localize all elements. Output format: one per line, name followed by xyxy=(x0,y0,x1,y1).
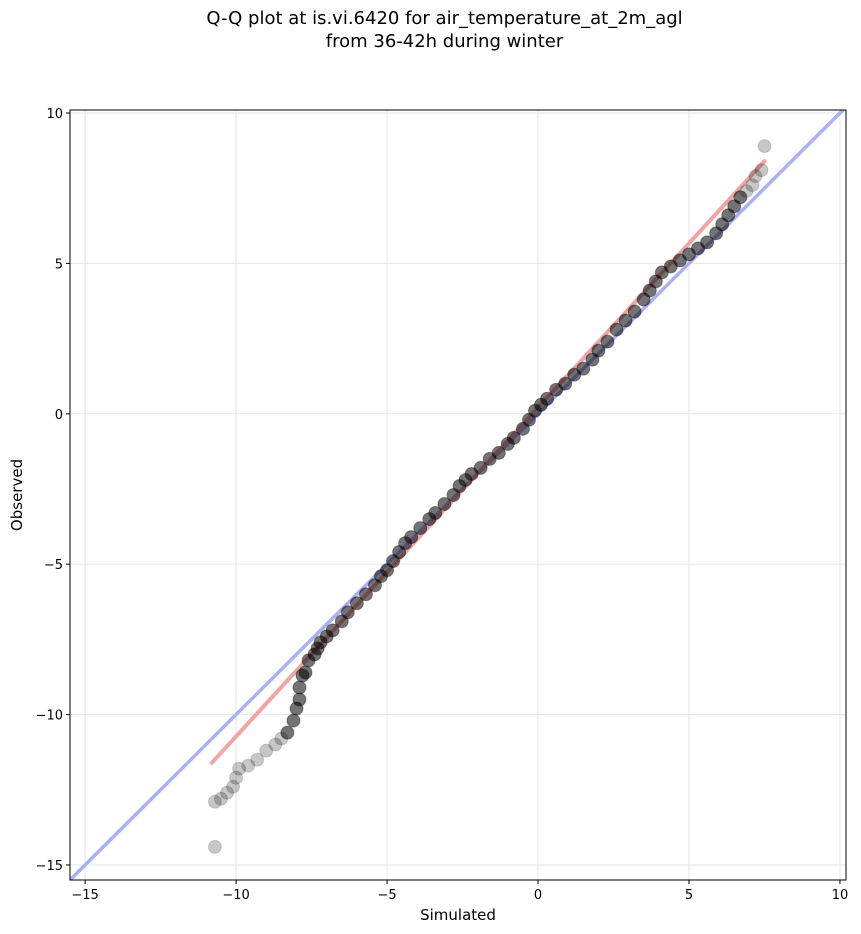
quantile-point xyxy=(540,391,555,406)
quantile-point xyxy=(358,587,373,602)
quantile-point xyxy=(220,785,235,800)
quantile-point xyxy=(745,178,760,193)
y-axis-label: Observed xyxy=(8,459,26,531)
plot-frame xyxy=(69,109,847,881)
x-tick-label: 5 xyxy=(685,888,693,903)
quantile-point xyxy=(491,445,506,460)
quantile-point xyxy=(748,169,763,184)
quantile-point xyxy=(428,506,443,521)
y-tick-label: −15 xyxy=(36,859,63,874)
quantile-point xyxy=(232,761,247,776)
quantile-point xyxy=(558,376,573,391)
quantile-point xyxy=(700,235,715,250)
quantile-point xyxy=(213,791,228,806)
quantile-point xyxy=(757,139,772,154)
quantile-point xyxy=(733,190,748,205)
quantile-point xyxy=(404,530,419,545)
quantile-points xyxy=(207,139,772,854)
quantile-point xyxy=(292,692,307,707)
quantile-point xyxy=(506,430,521,445)
quantile-point xyxy=(286,713,301,728)
quantile-point xyxy=(609,322,624,337)
quantile-point xyxy=(600,334,615,349)
y-axis: −15 −10 −5 0 5 10 xyxy=(36,107,70,874)
chart-title: Q-Q plot at is.vi.6420 for air_temperatu… xyxy=(206,8,683,52)
quantile-point xyxy=(349,596,364,611)
x-tick-label: 10 xyxy=(832,888,849,903)
quantile-point xyxy=(280,725,295,740)
quantile-point xyxy=(207,794,222,809)
quantile-point xyxy=(241,758,256,773)
x-tick-label: 0 xyxy=(534,888,542,903)
quantile-point xyxy=(268,737,283,752)
quantile-point xyxy=(473,460,488,475)
quantile-point xyxy=(298,665,313,680)
y-tick-label: −5 xyxy=(44,558,63,573)
quantile-point xyxy=(340,605,355,620)
quantile-point xyxy=(250,752,265,767)
x-tick-label: −5 xyxy=(377,888,396,903)
quantile-point xyxy=(325,623,340,638)
quantile-point xyxy=(627,304,642,319)
quantile-point xyxy=(292,680,307,695)
y-tick-label: −10 xyxy=(36,709,63,724)
quantile-point xyxy=(259,743,274,758)
y-tick-label: 5 xyxy=(55,257,63,272)
quantile-point xyxy=(754,163,769,178)
quantile-point xyxy=(229,770,244,785)
quantile-point xyxy=(618,313,633,328)
grid xyxy=(70,110,846,880)
x-axis-label: Simulated xyxy=(420,906,496,924)
quantile-point xyxy=(739,184,754,199)
x-axis: −15 −10 −5 0 5 10 xyxy=(71,880,848,903)
quantile-point xyxy=(591,343,606,358)
quantile-point xyxy=(226,779,241,794)
quantile-point xyxy=(207,839,222,854)
quantile-point xyxy=(437,497,452,512)
x-tick-label: −10 xyxy=(222,888,249,903)
x-tick-label: −15 xyxy=(71,888,98,903)
y-tick-label: 10 xyxy=(46,107,63,122)
quantile-point xyxy=(576,361,591,376)
quantile-point xyxy=(413,521,428,536)
y-tick-label: 0 xyxy=(55,408,63,423)
